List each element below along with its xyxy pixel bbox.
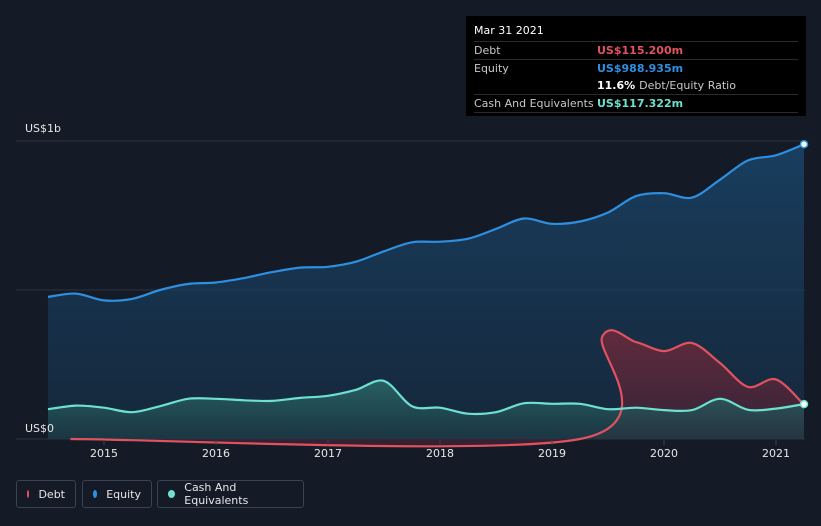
- tooltip-debt-label: Debt: [474, 44, 501, 57]
- legend-debt-button[interactable]: Debt: [16, 480, 76, 508]
- legend-cash-label: Cash And Equivalents: [184, 481, 249, 507]
- legend-cash-dot-icon: [168, 490, 176, 498]
- tooltip-cash-label: Cash And Equivalents: [474, 97, 594, 110]
- tooltip-ratio-label: Debt/Equity Ratio: [639, 79, 736, 92]
- legend-equity-label: Equity: [106, 487, 141, 501]
- cash-and-equivalents-line: [47, 379, 805, 416]
- x-tick-label-2017: 2017: [314, 447, 342, 460]
- tooltip-ratio-value: 11.6%: [597, 79, 636, 92]
- tooltip-panel: Mar 31 2021 Debt US$115.200m Equity US$9…: [466, 16, 806, 116]
- debt-line: [70, 329, 805, 448]
- cash-and-equivalents-area: [48, 380, 804, 439]
- legend-equity-dot-icon: [93, 490, 98, 498]
- legend-cash-button[interactable]: Cash And Equivalents: [157, 480, 304, 508]
- tooltip-date: Mar 31 2021: [474, 23, 798, 42]
- x-tick-label-2020: 2020: [650, 447, 678, 460]
- legend-debt-label: Debt: [38, 487, 65, 501]
- x-tick-label-2019: 2019: [538, 447, 566, 460]
- legend-equity-button[interactable]: Equity: [82, 480, 152, 508]
- tooltip-equity-label: Equity: [474, 62, 509, 75]
- tooltip-ratio-row: 11.6% Debt/Equity Ratio: [474, 77, 798, 95]
- x-tick-label-2015: 2015: [90, 447, 118, 460]
- y-axis-bottom-label: US$0: [25, 422, 55, 435]
- equity-line: [47, 143, 805, 302]
- tooltip-cash-row: Cash And Equivalents US$117.322m: [474, 95, 798, 113]
- x-tick-label-2016: 2016: [202, 447, 230, 460]
- tooltip-equity-value: US$988.935m: [597, 62, 684, 75]
- x-tick-label-2021: 2021: [762, 447, 790, 460]
- legend-debt-dot-icon: [27, 490, 30, 498]
- x-tick-label-2018: 2018: [426, 447, 454, 460]
- tooltip-equity-row: Equity US$988.935m: [474, 60, 798, 77]
- tooltip-debt-value: US$115.200m: [597, 44, 684, 57]
- cash-and-equivalents-end-marker: [799, 399, 809, 409]
- tooltip-cash-value: US$117.322m: [597, 97, 684, 110]
- equity-end-marker: [799, 140, 809, 149]
- tooltip-debt-row: Debt US$115.200m: [474, 42, 798, 60]
- y-axis-top-label: US$1b: [25, 122, 62, 135]
